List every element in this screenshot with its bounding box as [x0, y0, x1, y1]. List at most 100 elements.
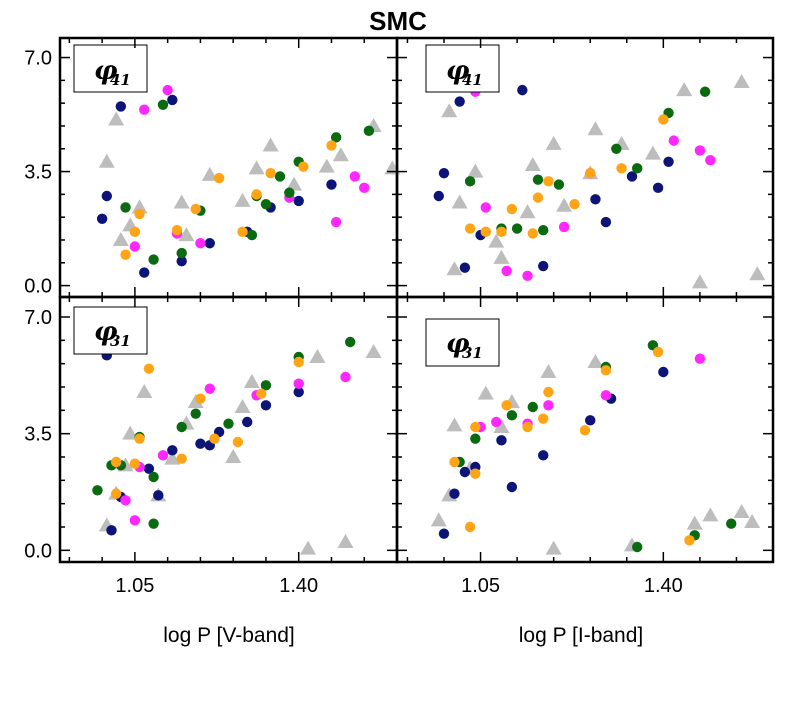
data-point-magenta	[491, 416, 502, 428]
data-point-navy	[167, 445, 178, 456]
data-point-orange	[464, 521, 476, 533]
data-point-green	[176, 247, 187, 259]
data-point-gray-triangle	[243, 374, 260, 388]
panel-label-box	[425, 318, 500, 367]
data-point-green	[223, 418, 234, 429]
data-point-orange	[134, 208, 145, 220]
data-point-gray-triangle	[225, 449, 242, 463]
data-point-gray-triangle	[676, 82, 693, 97]
data-point-gray-triangle	[98, 153, 115, 168]
data-point-orange	[532, 192, 544, 203]
y-tick-label: 7.0	[24, 48, 52, 70]
data-point-gray-triangle	[234, 192, 251, 207]
data-point-gray-triangle	[337, 534, 354, 548]
data-point-navy	[96, 213, 108, 225]
data-point-gray-triangle	[446, 417, 463, 432]
data-point-green	[92, 485, 103, 496]
data-point-gray-triangle	[545, 540, 562, 555]
data-point-orange	[237, 226, 248, 238]
data-point-orange	[449, 456, 460, 468]
data-point-navy	[293, 195, 304, 207]
data-point-gray-triangle	[749, 266, 766, 281]
data-point-gray-triangle	[122, 425, 139, 440]
panel-bottom-left: φ 31 0.0 3.5 7.0 1.05 1.40 log P [V-band]	[24, 295, 399, 647]
data-point-orange	[176, 453, 187, 464]
data-point-magenta	[195, 238, 206, 249]
data-point-magenta	[157, 450, 169, 461]
data-point-navy	[153, 490, 164, 501]
data-point-orange	[464, 223, 476, 234]
data-point-green	[538, 225, 549, 236]
data-point-navy	[626, 171, 638, 182]
data-point-gray-triangle	[318, 158, 335, 173]
data-point-gray-triangle	[519, 204, 536, 219]
data-point-navy	[538, 450, 549, 461]
panel-bottom-right: φ 31 1.05 1.40 log P [I-band]	[395, 295, 775, 647]
data-point-gray-triangle	[493, 419, 510, 433]
data-point-navy	[663, 156, 674, 167]
data-point-orange	[600, 365, 612, 376]
data-point-green	[511, 223, 523, 234]
data-point-orange	[470, 421, 481, 433]
data-point-gray-triangle	[587, 121, 604, 136]
data-point-navy	[293, 386, 304, 398]
panel-top-left: φ 41 0.0 3.5 7.0	[24, 36, 401, 299]
data-point-gray-triangle	[446, 261, 463, 276]
data-point-navy	[106, 525, 117, 536]
data-point-green	[532, 174, 544, 185]
data-point-gray-triangle	[164, 450, 181, 465]
data-point-navy	[506, 481, 518, 493]
data-point-gray-triangle	[201, 166, 218, 181]
data-point-magenta	[293, 378, 304, 389]
data-point-gray-triangle	[430, 512, 447, 527]
data-point-gray-triangle	[744, 514, 761, 528]
data-point-gray-triangle	[332, 147, 349, 162]
data-point-gray-triangle	[187, 394, 204, 408]
data-point-green	[363, 125, 375, 137]
data-point-gray-triangle	[309, 349, 326, 363]
data-point-navy	[652, 182, 664, 194]
data-point-navy	[101, 190, 113, 202]
data-point-green	[157, 99, 169, 110]
data-point-gray-triangle	[112, 231, 129, 246]
data-point-green	[527, 401, 538, 413]
data-point-green	[553, 179, 565, 190]
data-point-green	[506, 410, 518, 421]
data-point-navy	[459, 466, 471, 478]
data-point-gray-triangle	[540, 364, 557, 378]
y-tick-label: 0.0	[24, 276, 52, 298]
data-point-orange	[585, 168, 596, 179]
data-point-magenta	[694, 353, 706, 364]
data-point-magenta	[668, 135, 679, 146]
panel-top-right: φ 41	[395, 36, 775, 299]
data-point-gray-triangle	[234, 399, 251, 413]
data-point-orange	[120, 249, 131, 260]
data-point-green	[470, 433, 481, 444]
x-axis-label-v-band: log P [V-band]	[163, 624, 295, 647]
data-point-orange	[326, 140, 337, 151]
phi-symbol: φ	[94, 56, 118, 86]
data-point-gray-triangle	[477, 385, 494, 400]
phi-symbol: φ	[94, 317, 118, 347]
data-point-orange	[543, 176, 554, 187]
data-point-orange	[298, 161, 309, 172]
data-point-gray-triangle	[702, 507, 719, 522]
data-point-magenta	[120, 495, 131, 506]
data-point-gray-triangle	[587, 354, 604, 368]
data-point-green	[632, 163, 643, 174]
data-point-gray-triangle	[441, 103, 458, 118]
data-point-green	[726, 518, 737, 529]
data-point-navy	[326, 179, 337, 190]
data-point-orange	[256, 388, 267, 399]
data-point-green	[464, 176, 476, 187]
data-point-orange	[134, 433, 145, 444]
data-point-orange	[579, 425, 591, 436]
data-point-magenta	[359, 182, 370, 194]
panel-label-box	[425, 44, 500, 93]
data-point-orange	[190, 203, 201, 215]
data-point-orange	[265, 168, 276, 179]
data-point-gray-triangle	[248, 160, 265, 175]
data-point-navy	[438, 168, 450, 179]
data-point-magenta	[129, 241, 141, 252]
data-point-navy	[143, 463, 155, 474]
